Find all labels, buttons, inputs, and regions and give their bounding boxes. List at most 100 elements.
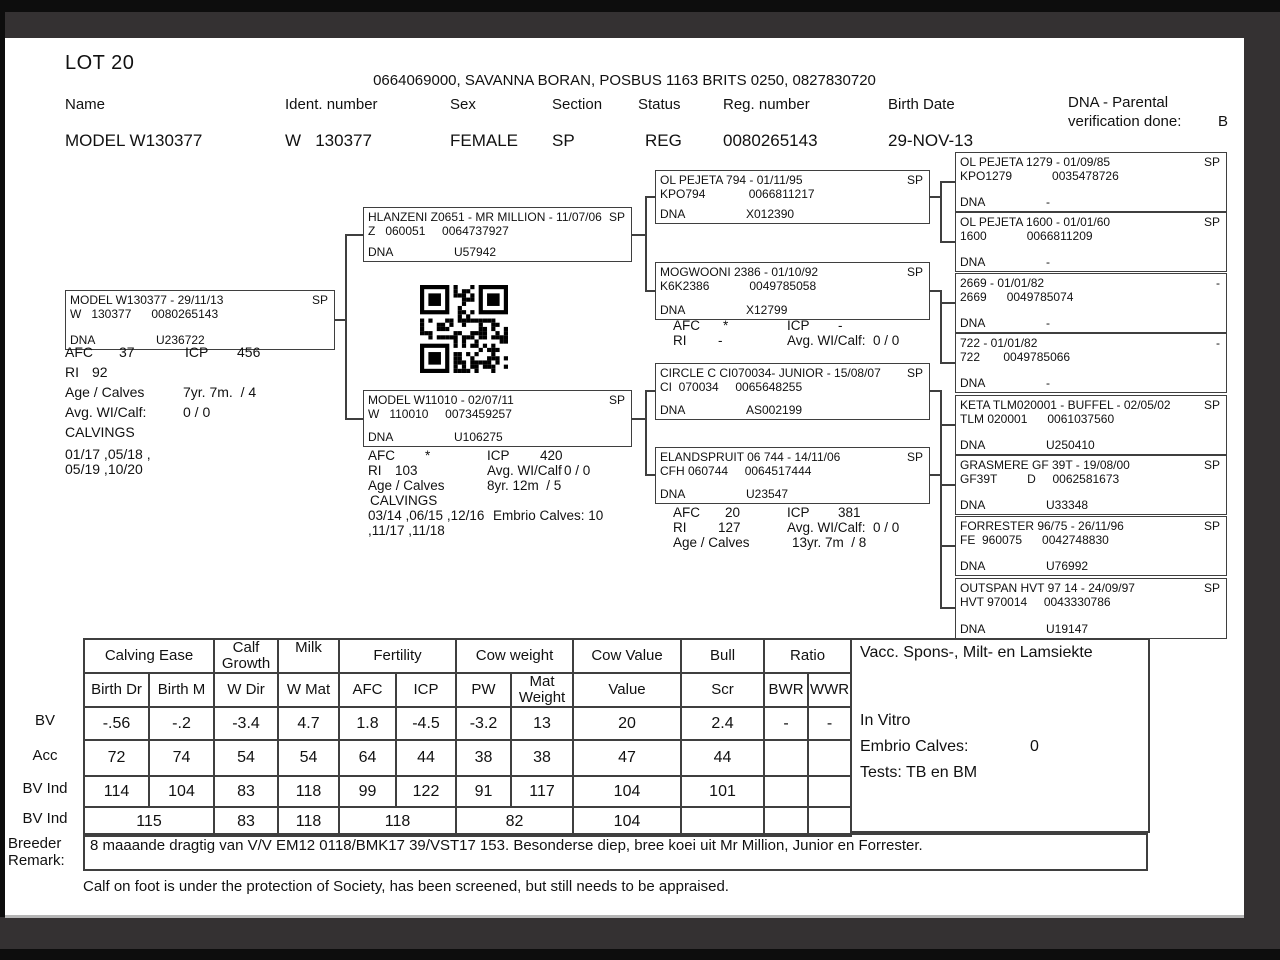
ri-value: - (718, 333, 723, 348)
dna-verification-value: B (1218, 113, 1229, 130)
acc-cell: 38 (510, 739, 575, 777)
icp-label: ICP (487, 448, 510, 463)
bv-ind2-cell (680, 806, 766, 837)
bv-ind2-cell: 83 (213, 806, 280, 837)
field-value-ident: W 130377 (285, 131, 372, 150)
animal-name: 722 - 01/01/82 (960, 336, 1038, 350)
col-scr: Scr (680, 672, 766, 708)
animal-id-line: CFH 060744 0064517444 (660, 464, 812, 478)
field-value-sex: FEMALE (450, 131, 519, 150)
acc-cell: 44 (680, 739, 766, 777)
dna-value: U250410 (1046, 438, 1095, 452)
field-label-name: Name (65, 96, 106, 113)
dna-label: DNA (960, 438, 986, 452)
breeder-contact-line: 0664069000, SAVANNA BORAN, POSBUS 1163 B… (373, 72, 876, 89)
animal-id-line: GF39T D 0062581673 (960, 472, 1120, 486)
table-sub-header-row: Birth Dr Birth M W Dir W Mat AFC ICP PW … (83, 672, 853, 708)
icp-value: - (838, 318, 843, 333)
icp-label: ICP (787, 505, 810, 520)
dna-label: DNA (368, 245, 394, 259)
field-label-birth-date: Birth Date (888, 96, 955, 113)
dna-value: - (1046, 376, 1050, 390)
bv-ind2-cell: 104 (572, 806, 683, 837)
group-bull: Bull (680, 638, 766, 674)
bv-cell: -.2 (147, 706, 216, 741)
col-wwr: WWR (807, 672, 853, 708)
age-calves-value: 7yr. 7m. / 4 (183, 384, 257, 400)
afc-value: * (425, 448, 431, 463)
dna-label: DNA (660, 303, 686, 317)
field-label-reg-number: Reg. number (723, 96, 810, 113)
avg-wi-label: Avg. WI/Calf: (65, 404, 147, 420)
field-value-status: REG (645, 131, 682, 150)
section-code: SP (1203, 458, 1220, 472)
pedigree-box-ggp7: FORRESTER 96/75 - 26/11/96 SP FE 960075 … (955, 516, 1227, 576)
acc-cell: 54 (213, 739, 280, 777)
dna-label: DNA (960, 498, 986, 512)
field-value-reg-number: 0080265143 (723, 131, 818, 150)
dna-value: U33348 (1046, 498, 1089, 512)
embrio-calves: Embrio Calves: 10 (493, 508, 604, 523)
group-cow-value: Cow Value (572, 638, 683, 674)
acc-cell (807, 739, 853, 777)
bv-ind2-cell: 118 (277, 806, 341, 837)
group-calving-ease: Calving Ease (82, 638, 216, 674)
section-code: - (1216, 276, 1220, 290)
dna-label: DNA (960, 195, 986, 209)
calvings-label: CALVINGS (370, 493, 438, 508)
table-group-header-row: Calving Ease Calf Growth Milk Fertility … (82, 638, 853, 674)
section-code: - (1216, 336, 1220, 350)
bv-cell: -.56 (83, 706, 150, 741)
ri-label: RI (673, 333, 687, 348)
calvings-dates: 05/19 ,10/20 (65, 461, 143, 477)
breeder-remark-label-2: Remark: (8, 852, 65, 869)
age-calves-value: 13yr. 7m / 8 (792, 535, 867, 550)
dna-label: DNA (960, 622, 986, 636)
bv-cell: -3.4 (213, 706, 280, 741)
bv-ind2-cell: 115 (82, 806, 216, 837)
dna-label: DNA (960, 376, 986, 390)
col-mat-weight: Mat Weight (510, 672, 575, 708)
dna-value: U76992 (1046, 559, 1089, 573)
animal-name: 2669 - 01/01/82 (960, 276, 1045, 290)
embrio-calves-value: 0 (1030, 738, 1039, 755)
bv-ind-cell: 91 (455, 775, 513, 808)
society-footnote: Calf on foot is under the protection of … (83, 878, 729, 895)
animal-id-line: KPO1279 0035478726 (960, 169, 1119, 183)
avg-wi-value: 0 / 0 (873, 520, 900, 535)
bv-ind-cell: 99 (338, 775, 398, 808)
calvings-dates: 01/17 ,05/18 , (65, 446, 151, 462)
breeding-values-table: Calving Ease Calf Growth Milk Fertility … (82, 638, 853, 837)
dna-value: - (1046, 316, 1050, 330)
pedigree-box-pgs: OL PEJETA 794 - 01/11/95 SP KPO794 00668… (655, 170, 930, 224)
col-birth-dr: Birth Dr (83, 672, 150, 708)
bv-ind2-cell: 82 (455, 806, 575, 837)
animal-id-line: TLM 020001 0061037560 (960, 412, 1115, 426)
dna-label: DNA (368, 430, 394, 444)
bv-cell: 20 (572, 706, 683, 741)
acc-cell (763, 739, 810, 777)
bv-cell: -3.2 (455, 706, 513, 741)
animal-id-line: HVT 970014 0043330786 (960, 595, 1111, 609)
pedigree-box-ggp5: KETA TLM020001 - BUFFEL - 02/05/02 SP TL… (955, 395, 1227, 455)
acc-cell: 44 (395, 739, 458, 777)
col-w-dir: W Dir (213, 672, 280, 708)
afc-value: 37 (119, 344, 135, 360)
lot-number: LOT 20 (65, 52, 135, 74)
afc-label: AFC (65, 344, 93, 360)
vaccination-text: Vacc. Spons-, Milt- en Lamsiekte (860, 644, 1093, 661)
pedigree-box-subject: MODEL W130377 - 29/11/13 SP W 130377 008… (65, 290, 335, 350)
bv-ind2-cell (807, 806, 853, 837)
field-label-section: Section (552, 96, 603, 113)
dna-value: X12799 (746, 303, 788, 317)
acc-cell: 47 (572, 739, 683, 777)
animal-name: OL PEJETA 794 - 01/11/95 (660, 173, 803, 187)
bv-ind-cell: 83 (213, 775, 280, 808)
field-value-section: SP (552, 131, 575, 150)
field-label-sex: Sex (450, 96, 476, 113)
catalog-page: LOT 20 0664069000, SAVANNA BORAN, POSBUS… (5, 38, 1244, 918)
animal-id-line: W 130377 0080265143 (70, 307, 219, 321)
acc-cell: 54 (277, 739, 341, 777)
left-frame-bar (0, 12, 5, 917)
bv-cell: -4.5 (395, 706, 458, 741)
